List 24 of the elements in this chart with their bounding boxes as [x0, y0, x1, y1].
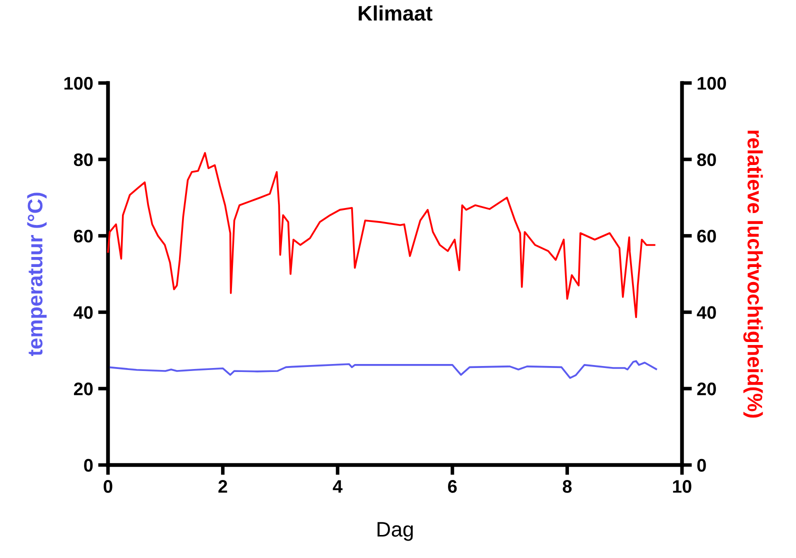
x-tick-label: 2 — [218, 480, 228, 493]
y2-axis-title: relatieve luchtvochtigheid(%) — [743, 130, 763, 418]
x-tick-label: 6 — [448, 480, 457, 493]
y2-tick-label: 20 — [697, 382, 716, 396]
y2-tick-label: 0 — [697, 458, 706, 472]
x-tick-label: 0 — [104, 480, 112, 493]
y2-tick-label: 80 — [697, 153, 716, 166]
x-tick-label: 8 — [562, 480, 572, 493]
chart-title: Klimaat — [358, 5, 432, 21]
y2-tick-label: 60 — [697, 230, 716, 243]
line-series — [107, 360, 658, 379]
x-axis-title: Dag — [378, 522, 413, 541]
y-tick-label: 80 — [74, 153, 93, 166]
y-tick-label: 20 — [74, 382, 93, 396]
x-tick-label: 10 — [673, 480, 692, 493]
y2-tick-label: 40 — [696, 306, 716, 319]
x-tick-label: 4 — [332, 480, 343, 493]
y-axis-title: temperatuur (°C) — [27, 192, 47, 356]
y2-tick-label: 100 — [698, 76, 726, 90]
y-tick-label: 0 — [84, 458, 93, 472]
y-tick-label: 60 — [74, 230, 93, 243]
y-tick-label: 100 — [64, 76, 93, 90]
line-series — [107, 152, 656, 318]
y-tick-label: 40 — [74, 306, 93, 319]
